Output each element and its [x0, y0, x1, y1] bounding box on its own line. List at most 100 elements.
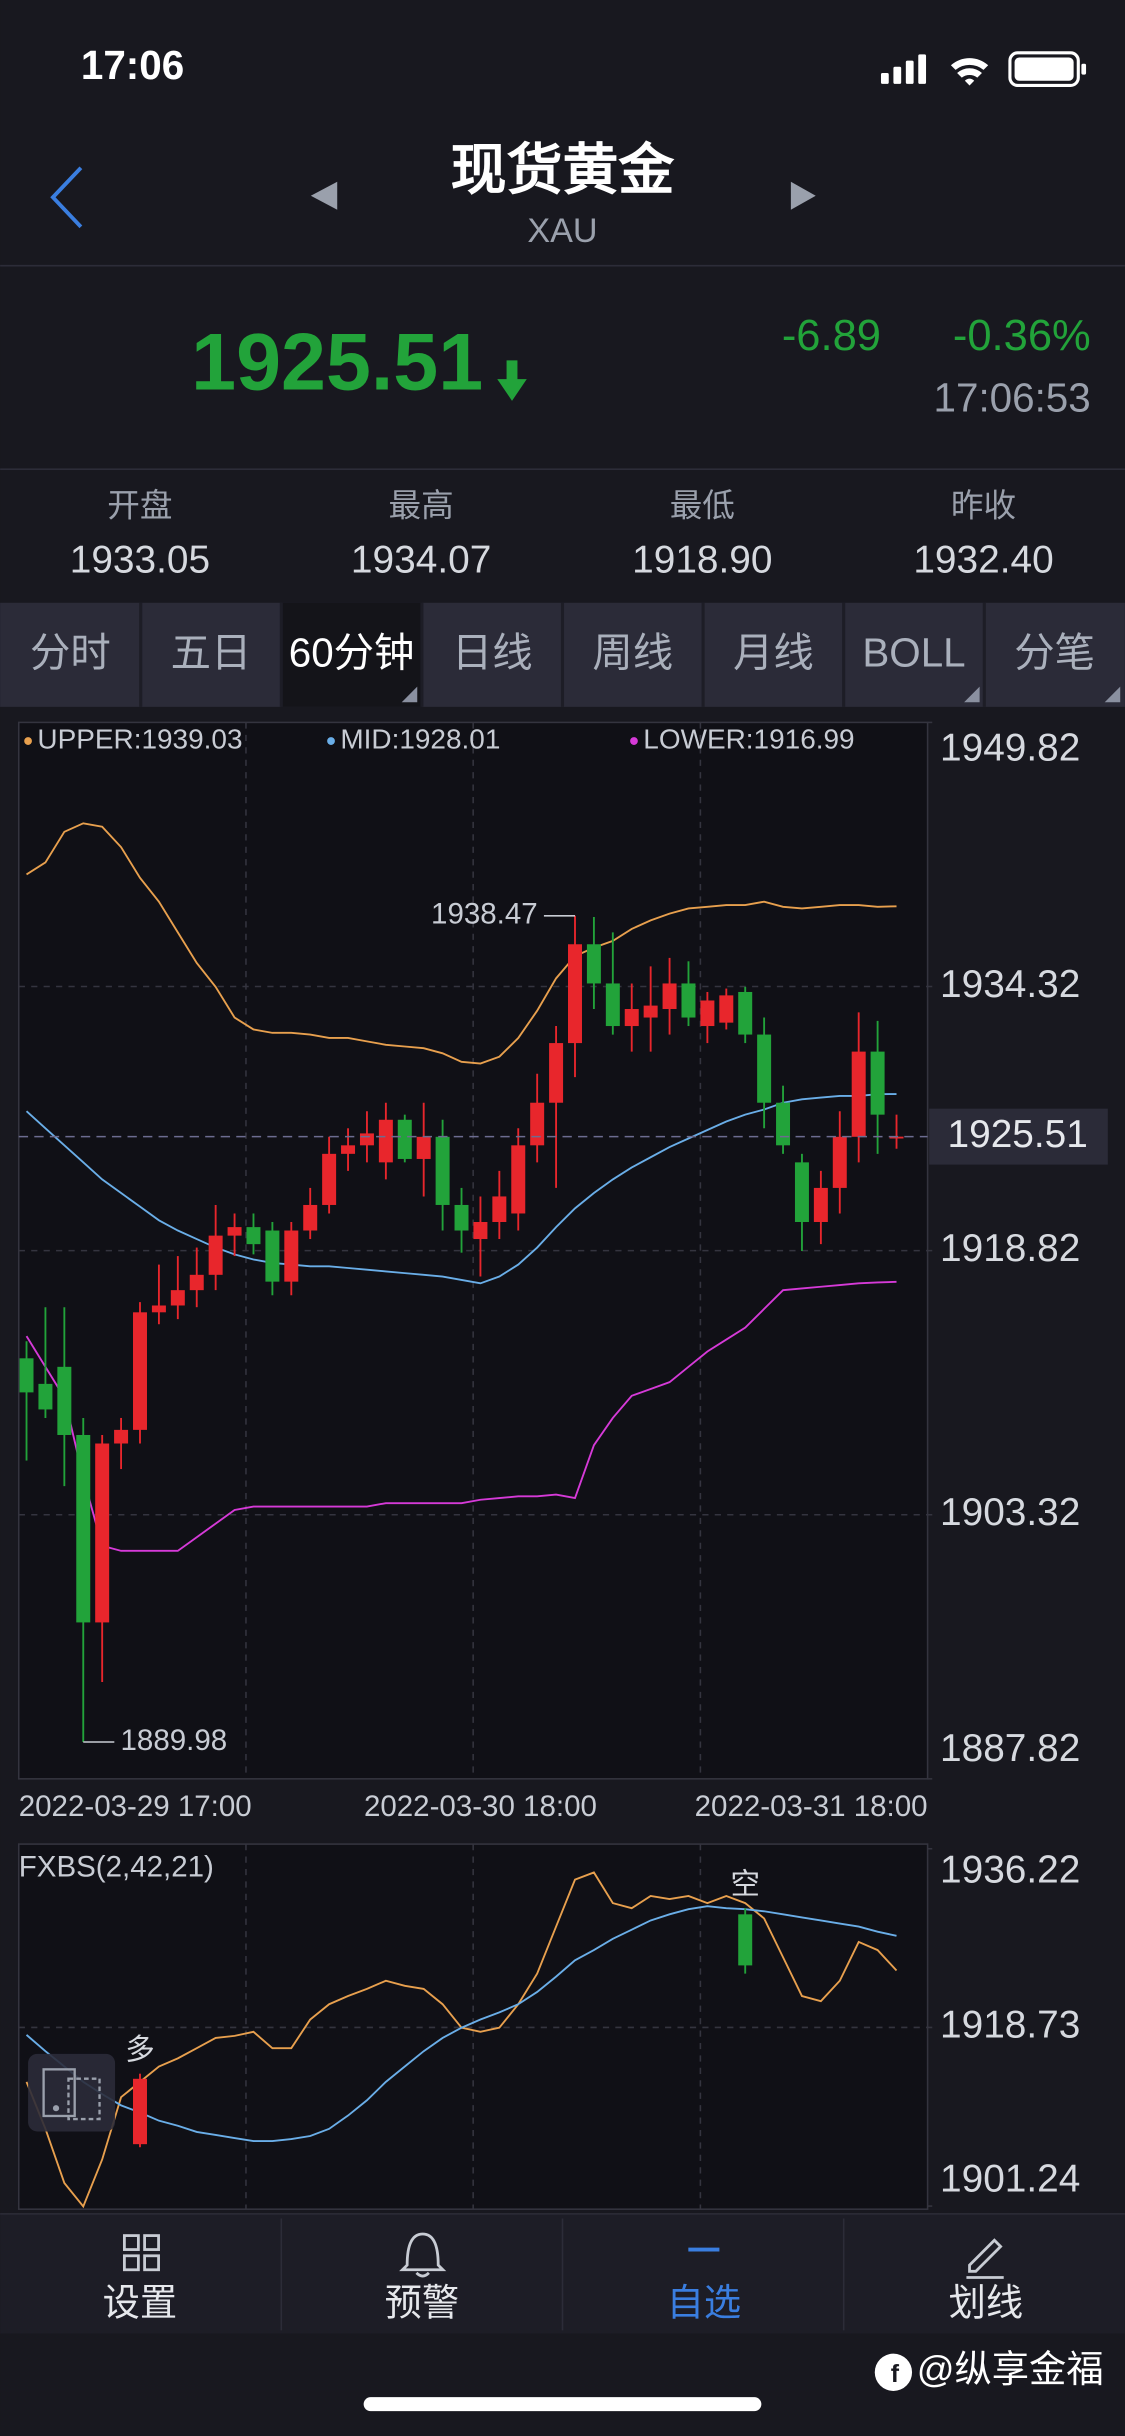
home-indicator: [363, 2397, 762, 2412]
candle-body: [151, 1305, 166, 1313]
bottom-icons: [122, 2232, 1004, 2279]
tab-label: 日线: [452, 629, 533, 675]
stat-value: 1933.05: [70, 539, 210, 582]
tab[interactable]: 60分钟: [279, 602, 422, 707]
bottom-nav-label[interactable]: 设置: [103, 2281, 178, 2323]
tab[interactable]: 月线: [701, 602, 814, 707]
indicator-line: [26, 822, 897, 1065]
page-subtitle: XAU: [527, 212, 597, 250]
candle-body: [114, 1429, 129, 1444]
bottom-nav: 设置 预警 自选 划线: [103, 2218, 1024, 2331]
tab[interactable]: 周线: [560, 602, 674, 707]
candle-body: [851, 1051, 866, 1137]
candle-body: [246, 1227, 261, 1245]
candle-body: [549, 1043, 564, 1103]
current-price-box: [929, 1108, 1108, 1165]
signal-label: 多: [125, 2034, 155, 2067]
candle-body: [794, 1162, 809, 1222]
y-tick-label: 1901.24: [940, 2157, 1080, 2200]
candle-body: [530, 1102, 545, 1146]
candle-body: [265, 1230, 280, 1282]
x-tick-label: 2022-03-29 17:00: [19, 1790, 252, 1823]
back-button[interactable]: [50, 166, 83, 229]
candle-body: [643, 1005, 658, 1018]
bottom-nav-label[interactable]: 预警: [385, 2281, 460, 2323]
candle-body: [76, 1434, 91, 1623]
candle-body: [133, 1312, 147, 1430]
candle-body: [38, 1383, 53, 1410]
next-button[interactable]: [790, 181, 816, 210]
down-arrow: [497, 360, 527, 401]
stats-row: 开盘 1933.05 最高 1934.07 最低 1918.90 昨收 1932.40: [70, 487, 1054, 582]
candle-body: [681, 983, 696, 1018]
tab-label: 分时: [30, 629, 111, 675]
status-icons: [880, 51, 1087, 87]
legend-label: UPPER:1939.03: [37, 723, 242, 754]
candle-body: [832, 1136, 847, 1188]
candle-body: [776, 1102, 791, 1146]
tab-label: 月线: [733, 629, 814, 675]
candle-body: [473, 1221, 488, 1240]
candle-body: [586, 944, 601, 984]
tab-label: BOLL: [862, 629, 965, 675]
tab-label: 60分钟: [289, 629, 415, 675]
candle-body: [568, 944, 582, 1044]
stat-value: 1932.40: [913, 539, 1053, 582]
candle-body: [95, 1443, 110, 1623]
candle-body: [700, 1000, 715, 1027]
legend-label: MID:1928.01: [340, 723, 500, 754]
price-change: -6.89: [782, 312, 881, 360]
candle-body: [738, 991, 753, 1035]
bottom-nav-label[interactable]: 自选: [667, 2281, 742, 2323]
current-price-label: 1925.51: [948, 1113, 1088, 1156]
candle-body: [813, 1187, 828, 1222]
tab[interactable]: 分时: [30, 629, 111, 675]
y-tick-label: 1934.32: [940, 963, 1080, 1006]
bottom-nav-label[interactable]: 划线: [949, 2281, 1024, 2323]
candle-body: [397, 1119, 412, 1159]
stat-label: 开盘: [107, 487, 172, 524]
candle-body: [757, 1034, 772, 1103]
tab-menu-marker: [964, 686, 980, 703]
y-tick-label: 1936.22: [940, 1848, 1080, 1891]
candle-body: [492, 1196, 507, 1222]
prev-button[interactable]: [310, 181, 338, 210]
fullscreen-button[interactable]: [28, 2053, 116, 2132]
candle-body: [170, 1290, 185, 1306]
last-price: 1925.51: [191, 318, 483, 408]
status-time: 17:06: [81, 42, 184, 88]
candle-body: [19, 1358, 34, 1393]
legend-marker: [327, 737, 335, 745]
candle-body: [208, 1235, 223, 1275]
candle-body: [227, 1227, 242, 1236]
tab[interactable]: 五日: [139, 602, 252, 707]
candle-body: [359, 1133, 374, 1146]
quote-time: 17:06:53: [934, 374, 1091, 420]
candle-body: [889, 1136, 904, 1139]
candle-body: [416, 1136, 431, 1159]
candle-body: [624, 1009, 639, 1027]
tab[interactable]: BOLL: [842, 602, 980, 707]
y-tick-label: 1887.82: [940, 1727, 1080, 1770]
watermark: @纵享金福: [917, 2348, 1104, 2390]
low-label: 1889.98: [121, 1724, 228, 1757]
tab-active-bg: [281, 602, 422, 707]
signal-label: 空: [730, 1868, 760, 1901]
tab[interactable]: 日线: [420, 602, 533, 707]
svg-text:f: f: [891, 2361, 900, 2388]
candle-body: [322, 1153, 337, 1205]
indicator-title: FXBS(2,42,21): [19, 1851, 214, 1884]
tab-label: 周线: [592, 629, 673, 675]
chart-panel: 1887.82 1903.32 1918.82 1934.32 1949.82 UPPER…: [17, 721, 1108, 1823]
y-tick-label: 1903.32: [940, 1491, 1080, 1534]
tab[interactable]: 分笔: [982, 602, 1121, 707]
charts: 1887.82 1903.32 1918.82 1934.32 1949.82 UPPER…: [17, 721, 1108, 2210]
candle-body: [719, 995, 734, 1023]
candle-body: [341, 1145, 356, 1154]
watermark-icon: f: [874, 2353, 913, 2391]
legend-marker: [630, 737, 638, 745]
x-tick-label: 2022-03-30 18:00: [364, 1790, 597, 1823]
chart-panel: 1901.24 1918.73 1936.22 FXBS(2,42,21) 多 空: [17, 1843, 1080, 2210]
candle-body: [57, 1366, 72, 1435]
